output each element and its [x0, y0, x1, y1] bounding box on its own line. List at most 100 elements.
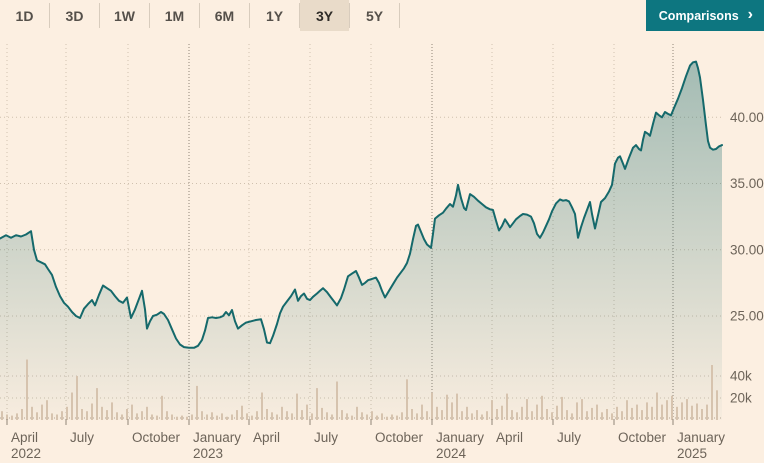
volume-bar	[381, 413, 383, 420]
volume-bar	[441, 410, 443, 420]
volume-bar	[481, 414, 483, 420]
volume-bar	[541, 395, 543, 420]
volume-bar	[371, 411, 373, 420]
volume-bar	[496, 409, 498, 420]
volume-bar	[321, 407, 323, 420]
range-button-6m[interactable]: 6M	[200, 0, 249, 31]
volume-bar	[251, 415, 253, 420]
volume-axis-label: 20k	[730, 391, 752, 406]
volume-bar	[501, 405, 503, 420]
toolbar-separator	[399, 3, 400, 28]
volume-bar	[126, 409, 128, 420]
price-axis-label: 35.00	[730, 176, 764, 191]
volume-bar	[551, 412, 553, 420]
volume-bar	[711, 365, 713, 420]
volume-bar	[561, 396, 563, 420]
toolbar-separator	[149, 3, 150, 28]
price-axis-label: 25.00	[730, 309, 764, 324]
volume-bar	[1, 411, 3, 420]
volume-bar	[86, 411, 88, 420]
comparisons-button[interactable]: Comparisons ›	[645, 0, 764, 31]
volume-bar	[131, 404, 133, 420]
volume-bar	[366, 414, 368, 420]
volume-bar	[41, 404, 43, 420]
range-button-1y[interactable]: 1Y	[250, 0, 299, 31]
volume-bar	[596, 404, 598, 420]
volume-bar	[436, 406, 438, 420]
volume-bar	[661, 404, 663, 420]
volume-bar	[21, 409, 23, 420]
x-axis-label: January	[436, 430, 484, 445]
volume-bar	[46, 400, 48, 420]
volume-bar	[526, 399, 528, 420]
x-axis-year-label: 2024	[436, 446, 467, 461]
range-button-3d[interactable]: 3D	[50, 0, 99, 31]
volume-bar	[446, 394, 448, 420]
volume-bar	[66, 406, 68, 420]
volume-bar	[576, 402, 578, 420]
volume-bar	[351, 415, 353, 420]
x-axis-label: April	[253, 430, 280, 445]
range-button-1w[interactable]: 1W	[100, 0, 149, 31]
x-axis-year-label: 2025	[677, 446, 707, 461]
volume-bar	[336, 381, 338, 420]
volume-bar	[196, 385, 198, 420]
volume-bar	[146, 406, 148, 420]
volume-bar	[621, 411, 623, 420]
volume-bar	[341, 410, 343, 420]
volume-bar	[296, 393, 298, 420]
volume-bar	[151, 414, 153, 420]
volume-bar	[31, 406, 33, 420]
volume-bar	[571, 413, 573, 420]
range-button-3y[interactable]: 3Y	[300, 0, 349, 31]
volume-bar	[491, 400, 493, 420]
volume-bar	[636, 404, 638, 420]
volume-bar	[61, 411, 63, 420]
range-button-1m[interactable]: 1M	[150, 0, 199, 31]
volume-bar	[326, 412, 328, 420]
volume-bar	[506, 393, 508, 420]
comparisons-label: Comparisons	[658, 8, 739, 23]
volume-bar	[391, 414, 393, 420]
volume-bar	[361, 412, 363, 420]
volume-bar	[6, 414, 8, 420]
toolbar-separator	[199, 3, 200, 28]
volume-bar	[651, 406, 653, 420]
volume-bar	[511, 410, 513, 420]
y-axis: 25.00 30.00 35.00 40.00 20k 40k	[730, 110, 764, 406]
x-axis-year-label: 2022	[11, 446, 41, 461]
volume-bar	[101, 406, 103, 420]
price-axis-label: 30.00	[730, 242, 764, 257]
volume-bar	[181, 415, 183, 420]
volume-bar	[681, 402, 683, 420]
volume-bar	[486, 411, 488, 420]
time-range-selector: 1D 3D 1W 1M 6M 1Y 3Y 5Y	[0, 0, 400, 31]
volume-bar	[346, 413, 348, 420]
volume-bar	[586, 411, 588, 420]
volume-bar	[236, 410, 238, 420]
volume-bar	[676, 406, 678, 420]
volume-bar	[91, 403, 93, 420]
price-line	[0, 60, 723, 349]
x-axis-label: April	[11, 430, 38, 445]
toolbar-separator	[249, 3, 250, 28]
volume-bar	[601, 412, 603, 420]
volume-bar	[301, 410, 303, 420]
volume-bar	[56, 414, 58, 420]
volume-bar	[476, 410, 478, 420]
volume-bar	[111, 402, 113, 420]
volume-bar	[456, 393, 458, 420]
volume-bar	[426, 411, 428, 420]
volume-bar	[136, 413, 138, 420]
volume-bar	[691, 405, 693, 420]
volume-bar	[666, 400, 668, 420]
volume-bar	[241, 405, 243, 420]
volume-bar	[411, 409, 413, 420]
volume-bar	[71, 392, 73, 420]
toolbar-separator	[299, 3, 300, 28]
range-button-1d[interactable]: 1D	[0, 0, 49, 31]
volume-bar	[191, 414, 193, 420]
range-button-5y[interactable]: 5Y	[350, 0, 399, 31]
volume-bar	[276, 414, 278, 420]
